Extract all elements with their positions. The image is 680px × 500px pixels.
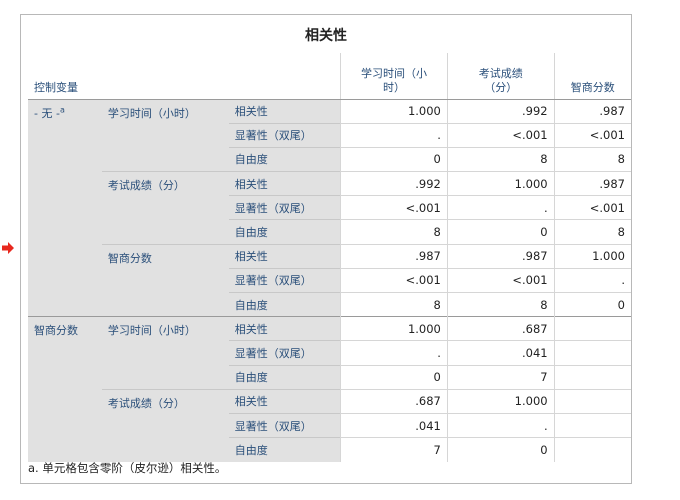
variable-label: 考试成绩（分） xyxy=(101,388,229,462)
value-cell: . xyxy=(446,195,555,220)
table-row: 自由度 8 8 0 xyxy=(28,291,631,317)
value-cell: .687 xyxy=(340,388,448,414)
table-row: 显著性（双尾） <.001. <.001 xyxy=(28,195,631,220)
statistic-label: 自由度 xyxy=(228,291,341,317)
statistic-label: 显著性（双尾） xyxy=(228,267,341,293)
table-row: 考试成绩（分） 相关性 .687 1.000 xyxy=(28,388,631,462)
value-cell: 1.000 xyxy=(446,171,555,196)
statistic-label: 相关性 xyxy=(228,388,341,414)
value-cell: 1.000 xyxy=(340,316,448,341)
value-cell xyxy=(553,364,631,390)
table-row: 智商分数 学习时间（小时） 相关性 1.000.687 xyxy=(28,316,631,462)
statistic-label: 显著性（双尾） xyxy=(228,412,341,438)
statistic-label: 自由度 xyxy=(228,364,341,390)
red-arrow-icon xyxy=(2,242,14,254)
value-cell: .041 xyxy=(340,412,448,438)
value-cell: 8 xyxy=(446,291,555,317)
value-cell: 0 xyxy=(446,219,555,245)
value-cell xyxy=(553,340,631,366)
control-variable-label: - 无 -a xyxy=(28,99,102,317)
value-cell: <.001 xyxy=(446,267,555,293)
value-cell: .987 xyxy=(553,99,631,124)
value-cell: .987 xyxy=(340,243,448,269)
value-cell: <.001 xyxy=(446,122,555,148)
variable-label: 学习时间（小时） xyxy=(101,316,229,390)
col-header-exam-score: 考试成绩 （分） xyxy=(446,53,555,100)
value-cell: . xyxy=(446,412,555,438)
value-cell: <.001 xyxy=(553,195,631,220)
value-cell: 1.000 xyxy=(553,243,631,269)
value-cell: 0 xyxy=(340,146,448,172)
value-cell: .992 xyxy=(446,99,555,124)
value-cell: 0 xyxy=(553,291,631,317)
table-row: 自由度 8 0 8 xyxy=(28,219,631,245)
statistic-label: 显著性（双尾） xyxy=(228,340,341,366)
table-row: 自由度 0 8 8 xyxy=(28,146,631,172)
table-row: - 无 -a 学习时间（小时） 相关性 1.000.992.987 xyxy=(28,99,631,317)
value-cell: .987 xyxy=(553,171,631,196)
table-row: 智商分数 相关性 .987.987 1.000 xyxy=(28,243,631,317)
value-cell: .041 xyxy=(446,340,555,366)
value-cell: 8 xyxy=(340,291,448,317)
statistic-label: 相关性 xyxy=(228,99,341,124)
correlation-table: 控制变量 学习时间（小 时） 考试成绩 （分） 智商分数 - 无 -a 学习时间（… xyxy=(28,53,631,462)
table-row: 考试成绩（分） 相关性 .992 1.000.987 xyxy=(28,171,631,245)
statistic-label: 相关性 xyxy=(228,243,341,269)
statistic-label: 显著性（双尾） xyxy=(228,195,341,220)
value-cell xyxy=(553,388,631,414)
value-cell: 0 xyxy=(340,364,448,390)
correlation-output-panel: 相关性 控制变量 学习时间（小 时） 考试成绩 （分） 智商分数 - 无 -a 学… xyxy=(20,14,632,484)
value-cell: .987 xyxy=(446,243,555,269)
table-title: 相关性 xyxy=(305,28,347,44)
value-cell xyxy=(553,437,631,462)
variable-label: 智商分数 xyxy=(101,243,229,317)
value-cell: . xyxy=(553,267,631,293)
value-cell: 7 xyxy=(340,437,448,462)
col-header-study-time: 学习时间（小 时） xyxy=(340,53,448,100)
control-variable-text: 智商分数 xyxy=(34,324,78,338)
value-cell: <.001 xyxy=(340,267,448,293)
value-cell: 1.000 xyxy=(446,388,555,414)
variable-label: 学习时间（小时） xyxy=(101,99,229,172)
value-cell: 7 xyxy=(446,364,555,390)
statistic-label: 相关性 xyxy=(228,316,341,341)
value-cell: 8 xyxy=(446,146,555,172)
footnote: a. 单元格包含零阶（皮尔逊）相关性。 xyxy=(28,461,227,475)
table-row: 显著性（双尾） .041. xyxy=(28,412,631,438)
value-cell: <.001 xyxy=(553,122,631,148)
control-variable-header: 控制变量 xyxy=(28,53,341,100)
statistic-label: 相关性 xyxy=(228,171,341,196)
value-cell: <.001 xyxy=(340,195,448,220)
header-row: 控制变量 学习时间（小 时） 考试成绩 （分） 智商分数 xyxy=(28,53,631,100)
table-row: 显著性（双尾）. .041 xyxy=(28,340,631,366)
statistic-label: 显著性（双尾） xyxy=(228,122,341,148)
control-variable-text: - 无 - xyxy=(34,106,60,120)
control-variable-label: 智商分数 xyxy=(28,316,102,462)
table-row: 显著性（双尾）. <.001 <.001 xyxy=(28,122,631,148)
value-cell: .992 xyxy=(340,171,448,196)
col-header-iq-score: 智商分数 xyxy=(553,53,631,100)
value-cell: . xyxy=(340,340,448,366)
value-cell: 0 xyxy=(446,437,555,462)
table-row: 自由度 7 0 xyxy=(28,437,631,462)
value-cell: 1.000 xyxy=(340,99,448,124)
statistic-label: 自由度 xyxy=(228,437,341,462)
table-row: 显著性（双尾） <.001 <.001. xyxy=(28,267,631,293)
value-cell: . xyxy=(340,122,448,148)
statistic-label: 自由度 xyxy=(228,219,341,245)
variable-label: 考试成绩（分） xyxy=(101,171,229,245)
value-cell: 8 xyxy=(553,146,631,172)
value-cell xyxy=(553,412,631,438)
value-cell: 8 xyxy=(340,219,448,245)
table-row: 自由度 0 7 xyxy=(28,364,631,390)
value-cell: .687 xyxy=(446,316,555,341)
footnote-marker: a xyxy=(59,104,65,114)
value-cell xyxy=(553,316,631,341)
value-cell: 8 xyxy=(553,219,631,245)
statistic-label: 自由度 xyxy=(228,146,341,172)
